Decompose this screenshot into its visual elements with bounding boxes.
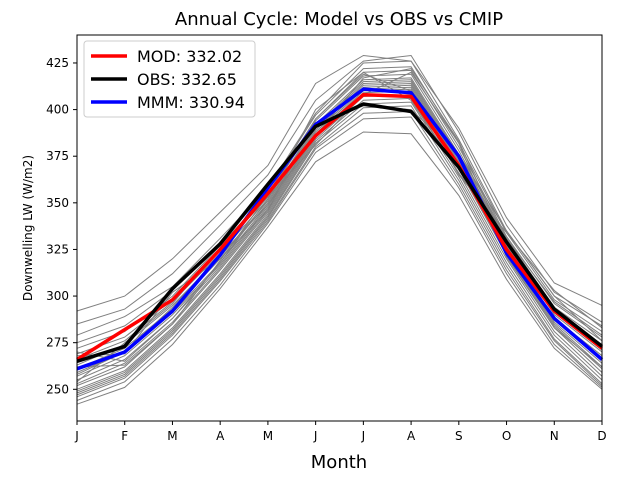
cmip-model-line-2 [76,54,603,325]
cmip-model-line-22 [76,71,603,362]
y-axis: 250 275 300 325 350 375 400 425 [46,56,77,396]
x-tick-label: D [597,429,606,443]
y-tick-label: 250 [46,382,69,396]
cmip-model-line-21 [76,131,603,405]
legend-box [83,40,256,118]
legend-label-obs: OBS: 332.65 [137,70,237,89]
x-tick-label: N [550,429,559,443]
series-line-obs [76,102,604,363]
legend-label-mod: MOD: 332.02 [137,47,242,66]
x-tick-label: M [263,429,273,443]
x-tick-label: J [361,429,366,443]
x-tick-label: J [74,429,79,443]
y-tick-label: 325 [46,242,69,256]
x-tick-label: O [502,429,511,443]
x-tick-label: A [216,429,225,443]
y-tick-label: 350 [46,196,69,210]
cmip-model-line-1 [76,54,603,312]
plot-frame [76,34,603,422]
y-axis-label: Downwelling LW (W/m2) [21,155,35,301]
x-tick-label: S [455,429,463,443]
y-tick-label: 400 [46,103,69,117]
chart-title: Annual Cycle: Model vs OBS vs CMIP [175,9,503,30]
x-axis-label: Month [311,452,367,473]
x-tick-label: J [313,429,318,443]
cmip-model-line-25 [76,71,603,383]
plot-lines [76,54,604,405]
legend: MOD: 332.02 OBS: 332.65 MMM: 330.94 [83,40,256,118]
cmip-model-line-17 [76,101,603,394]
x-tick-label: A [407,429,416,443]
cmip-model-line-16 [76,97,603,392]
series-line-mmm [76,87,604,371]
y-tick-label: 275 [46,336,69,350]
cmip-model-line-20 [76,116,603,401]
y-tick-label: 375 [46,149,69,163]
cmip-model-line-26 [76,73,603,357]
cmip-model-line-15 [76,94,603,390]
y-tick-label: 425 [46,56,69,70]
legend-label-mmm: MMM: 330.94 [137,93,245,112]
cmip-model-line-18 [76,105,603,396]
y-tick-label: 300 [46,289,69,303]
x-tick-label: F [121,429,128,443]
x-tick-label: M [167,429,177,443]
cmip-model-line-19 [76,110,603,398]
